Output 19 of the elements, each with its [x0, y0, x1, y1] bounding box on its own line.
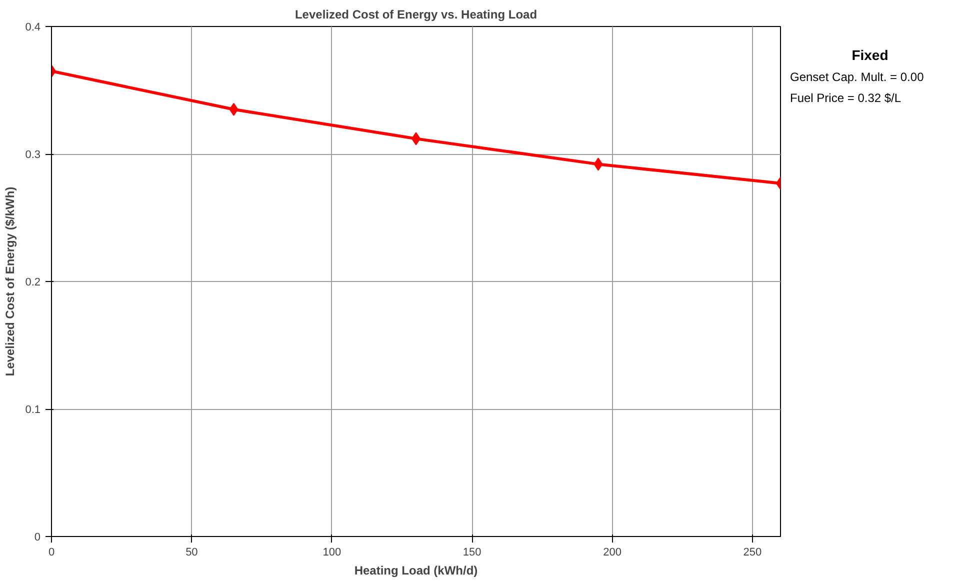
- y-tick-label: 0.2: [25, 276, 41, 288]
- y-tick-label: 0.4: [25, 22, 41, 34]
- x-axis-title: Heating Load (kWh/d): [354, 564, 478, 578]
- x-tick-label: 100: [322, 546, 342, 558]
- x-tick-label: 200: [603, 546, 622, 558]
- text: Fuel Price = 0.32 $/L: [790, 90, 902, 108]
- x-tick-label: 0: [48, 546, 55, 558]
- point: [229, 102, 238, 116]
- text: Genset Cap. Mult. = 0.00: [790, 69, 925, 86]
- y-tick-label: 0.1: [25, 404, 41, 416]
- x-tick-label: 50: [186, 546, 198, 558]
- chart-title: Levelized Cost of Energy vs. Heating Load: [294, 8, 538, 22]
- y-tick-label: 0.3: [25, 149, 41, 161]
- y-axis-title: Levelized Cost of Energy ($/kWh): [3, 186, 18, 376]
- x-tick-label: 250: [743, 546, 762, 558]
- point: [594, 158, 603, 171]
- y-tick-label: 0: [34, 532, 41, 544]
- text: Fixed: [850, 46, 890, 65]
- x-tick-label: 150: [462, 546, 482, 558]
